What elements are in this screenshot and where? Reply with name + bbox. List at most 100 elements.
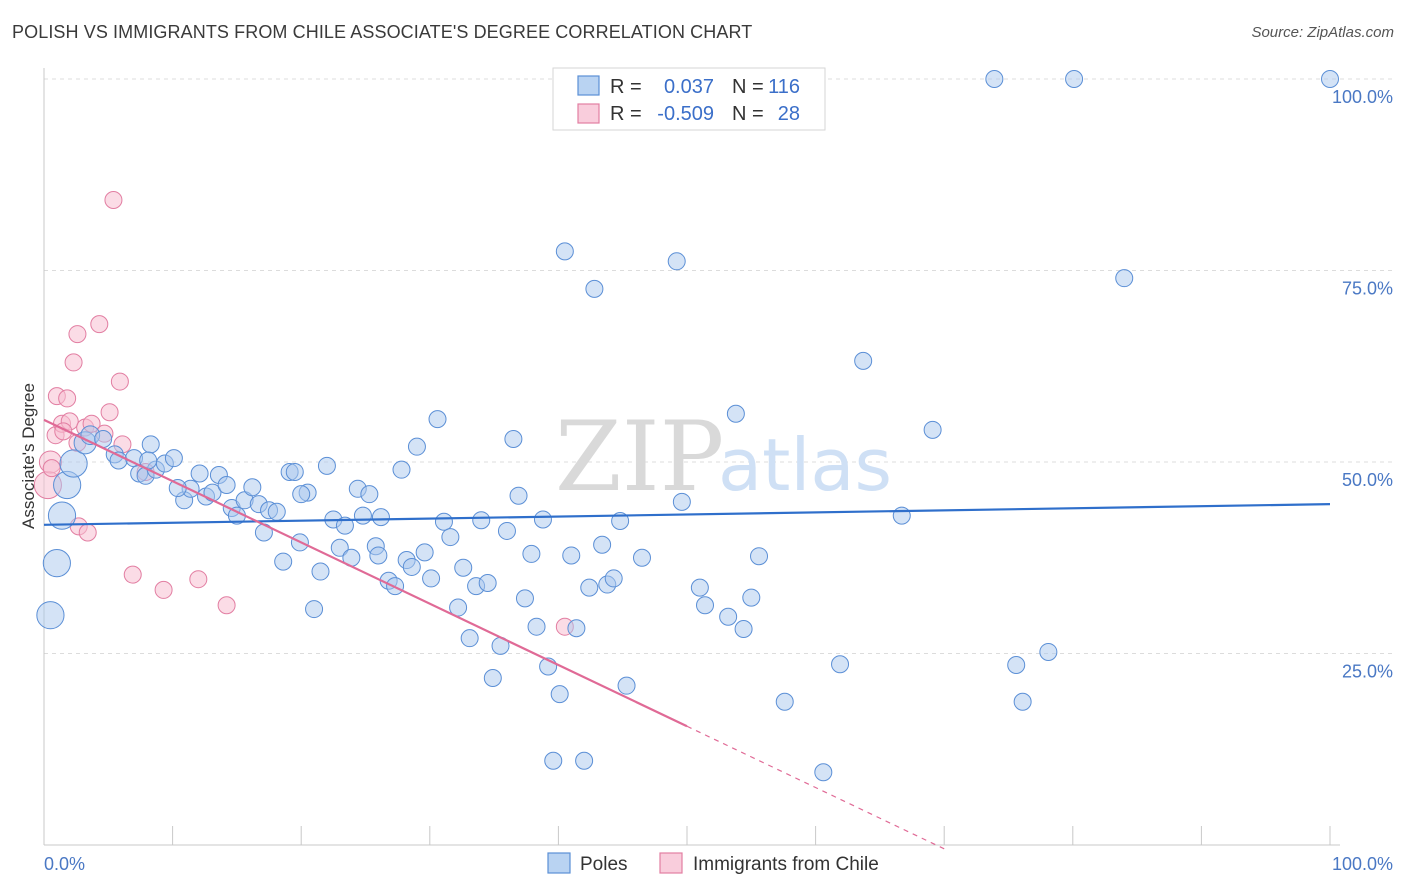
chile-point bbox=[123, 565, 142, 584]
chart-title: POLISH VS IMMIGRANTS FROM CHILE ASSOCIAT… bbox=[12, 22, 753, 42]
poles-point bbox=[428, 410, 447, 429]
poles-point bbox=[190, 464, 209, 483]
poles-point bbox=[567, 619, 586, 638]
poles-point bbox=[415, 543, 434, 562]
legend-n-value-poles: 116 bbox=[768, 76, 800, 98]
poles-point bbox=[407, 437, 426, 456]
poles-point bbox=[330, 538, 349, 557]
poles-point bbox=[285, 462, 304, 481]
poles-point bbox=[509, 486, 528, 505]
poles-points bbox=[36, 70, 1339, 782]
poles-point bbox=[734, 619, 753, 638]
poles-point bbox=[360, 485, 379, 504]
chile-point bbox=[154, 580, 173, 599]
bottom-legend-label-chile: Immigrants from Chile bbox=[693, 854, 879, 875]
poles-point bbox=[243, 478, 262, 497]
poles-point bbox=[593, 535, 612, 554]
poles-point bbox=[311, 562, 330, 581]
legend-swatch-chile bbox=[577, 103, 600, 124]
poles-point bbox=[515, 589, 534, 608]
y-tick-label-100: 100.0% bbox=[1332, 87, 1393, 107]
poles-point bbox=[690, 578, 709, 597]
poles-point bbox=[1007, 655, 1026, 674]
bottom-legend-label-poles: Poles bbox=[580, 854, 628, 875]
chile-trend-line-extension bbox=[686, 725, 945, 850]
x-tick-label-min: 0.0% bbox=[44, 854, 85, 874]
poles-point bbox=[667, 252, 686, 271]
poles-point bbox=[923, 420, 942, 439]
y-tick-labels: 25.0% 50.0% 75.0% 100.0% bbox=[1332, 87, 1393, 682]
poles-point bbox=[353, 506, 372, 525]
poles-point bbox=[141, 435, 160, 454]
poles-point bbox=[42, 549, 71, 578]
poles-point bbox=[892, 506, 911, 525]
y-tick-label-50: 50.0% bbox=[1342, 470, 1393, 490]
poles-point bbox=[1065, 70, 1084, 88]
poles-point bbox=[617, 676, 636, 695]
poles-point bbox=[422, 569, 441, 588]
poles-point bbox=[36, 601, 65, 630]
legend-n-label-poles: N = bbox=[732, 76, 764, 98]
poles-point bbox=[527, 617, 546, 636]
poles-point bbox=[274, 552, 293, 571]
legend-r-label-chile: R = bbox=[610, 103, 642, 125]
poles-point bbox=[580, 578, 599, 597]
grid-lines bbox=[44, 78, 1393, 654]
legend-r-value-poles: 0.037 bbox=[664, 76, 714, 98]
chile-point bbox=[42, 459, 61, 478]
poles-point bbox=[369, 546, 388, 565]
poles-point bbox=[719, 607, 738, 626]
chile-point bbox=[90, 315, 109, 334]
poles-point bbox=[1039, 642, 1058, 661]
poles-point bbox=[775, 692, 794, 711]
poles-point bbox=[672, 492, 691, 511]
poles-point bbox=[59, 449, 88, 478]
bottom-legend-swatch-chile bbox=[659, 852, 683, 874]
poles-point bbox=[831, 655, 850, 674]
poles-point bbox=[217, 475, 236, 494]
bottom-legend-swatch-poles bbox=[547, 852, 571, 874]
legend-n-label-chile: N = bbox=[732, 103, 764, 125]
poles-point bbox=[533, 510, 552, 529]
poles-point bbox=[371, 508, 390, 527]
poles-point bbox=[550, 685, 569, 704]
chile-points bbox=[33, 191, 574, 636]
x-tick-label-max: 100.0% bbox=[1332, 854, 1393, 874]
poles-point bbox=[478, 574, 497, 593]
chile-point bbox=[217, 596, 236, 615]
poles-point bbox=[604, 569, 623, 588]
poles-point bbox=[575, 751, 594, 770]
poles-point bbox=[696, 596, 715, 615]
poles-point bbox=[750, 547, 769, 566]
watermark-atlas: atlas bbox=[718, 423, 892, 507]
poles-point bbox=[472, 511, 491, 530]
watermark-zip: ZIP bbox=[555, 401, 724, 513]
poles-point bbox=[585, 279, 604, 298]
poles-point bbox=[1013, 692, 1032, 711]
poles-point bbox=[460, 629, 479, 648]
poles-point bbox=[632, 548, 651, 567]
poles-point bbox=[555, 242, 574, 261]
source-credit: Source: ZipAtlas.com bbox=[1251, 24, 1394, 41]
poles-point bbox=[392, 460, 411, 479]
poles-point bbox=[814, 763, 833, 782]
legend-swatch-poles bbox=[577, 75, 600, 96]
bottom-legend: Poles Immigrants from Chile bbox=[547, 852, 879, 875]
poles-point bbox=[164, 449, 183, 468]
chile-point bbox=[189, 570, 208, 589]
trend-lines bbox=[43, 418, 1331, 850]
watermark: ZIP atlas bbox=[555, 401, 892, 513]
chile-point bbox=[104, 191, 123, 210]
poles-point bbox=[454, 558, 473, 577]
chile-point bbox=[78, 523, 97, 542]
poles-point bbox=[47, 501, 77, 530]
poles-point bbox=[611, 511, 630, 530]
poles-point bbox=[544, 751, 563, 770]
chile-trend-line bbox=[43, 418, 688, 728]
poles-point bbox=[854, 351, 873, 370]
poles-point bbox=[335, 516, 354, 535]
chile-point bbox=[100, 403, 119, 422]
poles-point bbox=[168, 479, 187, 498]
poles-point bbox=[402, 557, 421, 576]
